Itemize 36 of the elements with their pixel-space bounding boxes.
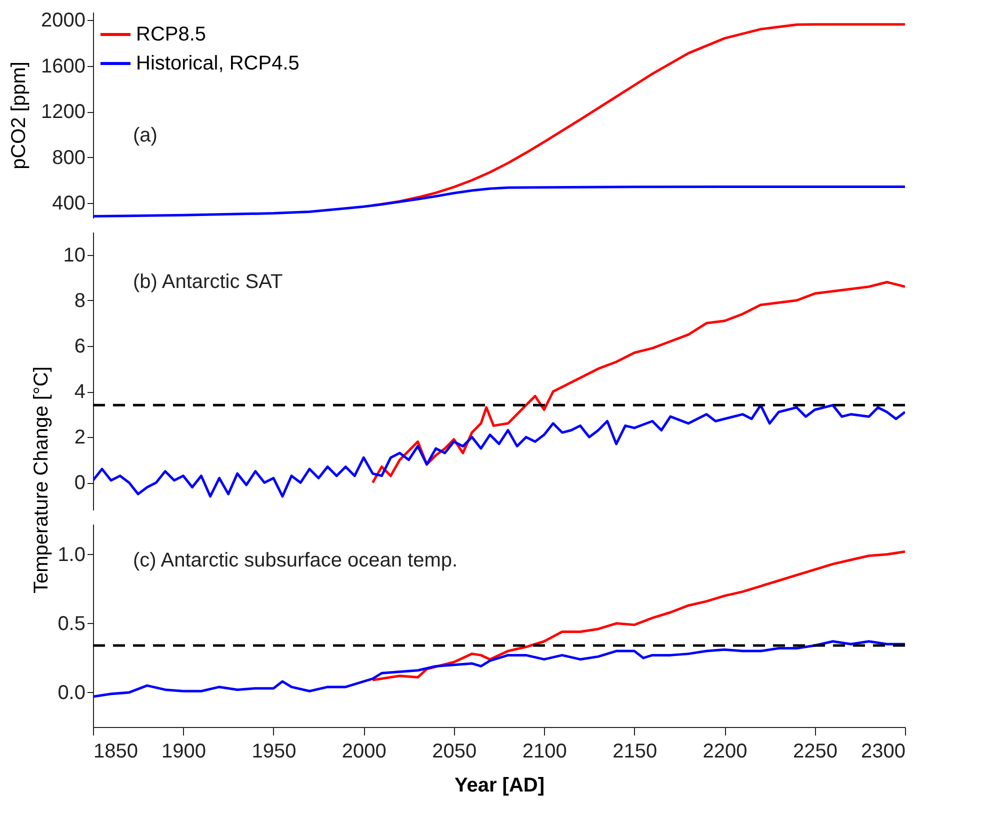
y-tick-label: 2000 [41,10,86,32]
y-axis-title: pCO2 [ppm] [8,62,30,170]
y-tick-label: 1.0 [58,544,86,566]
y-tick-label: 400 [52,192,86,215]
x-tick-label: 2050 [432,740,477,762]
line-series [93,186,905,218]
y-tick-label: 0 [74,472,86,494]
annotation: (a) [133,124,158,147]
annotation: (b) Antarctic SAT [133,271,283,294]
y-tick-label: 0.0 [58,682,86,704]
y-tick-label: 10 [63,244,86,266]
x-tick-label: 1900 [161,740,206,762]
y-tick-label: 2 [74,426,86,449]
x-tick-label: 1850 [94,740,138,762]
x-tick-label: 2300 [861,740,906,762]
y-tick-label: 0.5 [58,612,86,635]
line-series [93,640,905,698]
x-tick-label: 2250 [793,740,838,762]
y-tick-label: 800 [52,146,86,169]
y-tick-label: 4 [74,381,86,404]
legend-label: Historical, RCP4.5 [136,52,300,74]
y-tick-label: 8 [74,290,86,312]
x-tick-label: 1950 [252,740,296,762]
y-tick-label: 6 [74,335,86,358]
y-tick-label: 1600 [41,55,86,78]
line-series [371,280,905,484]
y-tick-label: 1200 [41,101,86,124]
legend-label: RCP8.5 [136,24,206,46]
line-series [93,404,905,498]
x-tick-label: 2150 [612,740,658,762]
x-tick-label: 2000 [342,740,386,762]
y-axis-title: Temperature Change [°C] [30,366,52,594]
x-axis-title: Year [AD] [454,774,545,796]
x-tick-label: 2200 [702,740,748,762]
annotation: (c) Antarctic subsurface ocean temp. [133,550,458,572]
x-tick-label: 2100 [522,740,567,762]
